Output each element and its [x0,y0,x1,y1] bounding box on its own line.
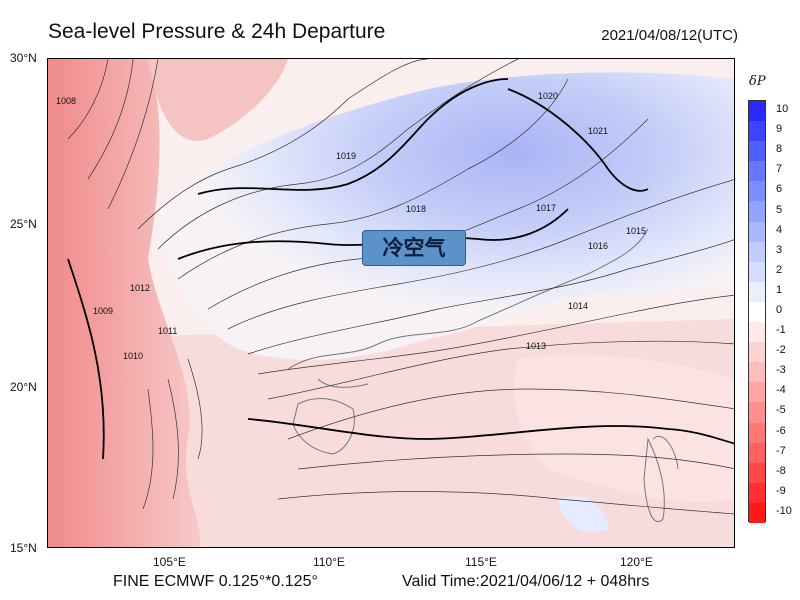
isobar-label: 1011 [158,326,177,336]
isobar-label: 1017 [536,203,556,213]
colorbar-label: -4 [776,384,786,397]
valid-time-label: Valid Time:2021/04/06/12 + 048hrs [402,573,650,590]
isobars [67,59,734,515]
isobar-label: 1009 [93,306,113,316]
colorbar-segment [749,261,765,283]
isobar-label: 1013 [526,341,546,351]
colorbar-segment [749,502,765,524]
colorbar-segment [749,161,765,182]
colorbar-label: 7 [776,163,783,176]
isobar-label: 1020 [538,91,558,101]
colorbar-label: 1 [776,283,783,296]
lat-label: 30°N [10,51,37,65]
colorbar-label: 0 [776,304,783,316]
colorbar-segment [749,121,765,142]
colorbar-label: 2 [776,263,783,276]
colorbar-segment [749,201,765,223]
pressure-map: 1008 1009 1010 1011 1012 1013 1014 1015 … [48,59,734,547]
colorbar-label: -10 [776,504,792,517]
colorbar-segment [749,181,765,202]
colorbar-label: 9 [776,123,783,136]
colorbar-label: -2 [776,344,786,357]
colorbar-segment [749,402,765,424]
colorbar-segment [749,322,765,343]
colorbar-segment [749,422,765,444]
colorbar-label: -5 [776,404,786,417]
lon-label: 120°E [620,555,653,569]
isobar-label: 1014 [568,301,588,311]
colorbar-segment [749,241,765,263]
lon-label: 110°E [313,555,345,569]
lon-label: 115°E [465,555,497,569]
colorbar-segment [749,382,765,403]
colorbar-segment [749,482,765,504]
colorbar-label: -9 [776,484,786,497]
colorbar-segment [749,342,765,363]
isobar-label: 1021 [588,126,608,136]
map-panel: 1008 1009 1010 1011 1012 1013 1014 1015 … [47,58,735,548]
colorbar-label: 6 [776,183,783,196]
colorbar-label: 4 [776,223,783,236]
isobar-label: 1015 [626,226,646,236]
colorbar-segment [749,442,765,464]
west-positive-departure [48,59,201,547]
colorbar-label: -8 [776,464,786,477]
colorbar-label: -3 [776,364,786,377]
isobar-labels: 1008 1009 1010 1011 1012 1013 1014 1015 … [56,91,646,361]
colorbar-label: 3 [776,243,783,256]
colorbar-segment [749,301,765,323]
isobar-label: 1008 [56,96,76,106]
colorbar-label: -6 [776,424,786,437]
colorbar-segment [749,281,765,303]
colorbar-segment [749,462,765,484]
isobar-label: 1016 [588,241,608,251]
isobar-label: 1019 [336,151,356,161]
cold-air-annotation: 冷空气 [362,230,466,266]
colorbar-segment [749,141,765,162]
colorbar [748,100,766,524]
lat-label: 20°N [10,380,37,394]
chart-title: Sea-level Pressure & 24h Departure [48,20,386,43]
isobar-label: 1010 [123,351,143,361]
colorbar-title: δP [749,74,766,89]
coastlines [287,228,679,522]
colorbar-label: 8 [776,143,783,156]
colorbar-label: -1 [776,324,786,337]
isobar-label: 1012 [130,283,150,293]
colorbar-segment [749,101,765,122]
colorbar-segment [749,221,765,243]
lat-label: 15°N [10,541,37,555]
colorbar-label: 5 [776,203,783,216]
colorbar-label: 10 [776,103,789,116]
model-label: FINE ECMWF 0.125°*0.125° [113,573,318,590]
datetime-label: 2021/04/08/12(UTC) [601,27,738,44]
colorbar-label: -7 [776,444,786,457]
isobar-label: 1018 [406,204,426,214]
cold-air-region [158,72,734,360]
lon-label: 105°E [153,555,186,569]
lat-label: 25°N [10,217,37,231]
colorbar-segment [749,362,765,383]
